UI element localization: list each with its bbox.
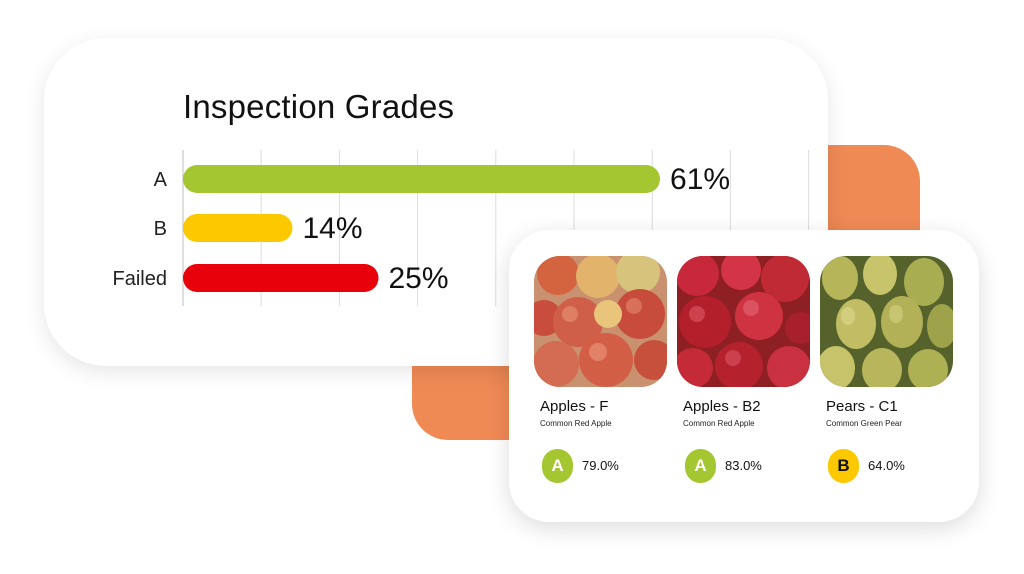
fruit-photo-red-apples [534, 256, 667, 387]
grade-badge: A [685, 449, 716, 483]
product-photo [820, 256, 953, 387]
chart-title: Inspection Grades [183, 88, 455, 125]
product-name: Apples - B2 [683, 398, 761, 415]
grade-score: 83.0% [725, 458, 762, 473]
product-photo [677, 256, 810, 387]
product-variety: Common Red Apple [683, 419, 755, 428]
grade-score: 79.0% [582, 458, 619, 473]
bar-value-label: 25% [389, 262, 449, 295]
product-photo [534, 256, 667, 387]
product-card[interactable]: Apples - B2 Common Red Apple A 83.0% [677, 256, 810, 483]
grade-badge: B [828, 449, 859, 483]
bar-b [183, 214, 293, 242]
category-label: Failed [113, 268, 167, 290]
grade-score: 64.0% [868, 458, 905, 473]
bar-a [183, 165, 661, 193]
products-card: Apples - F Common Red Apple A 79.0% [509, 230, 979, 522]
product-name: Apples - F [540, 398, 609, 415]
product-variety: Common Green Pear [826, 419, 903, 428]
category-label: B [154, 218, 167, 240]
product-name: Pears - C1 [826, 398, 898, 415]
category-label: A [154, 169, 168, 191]
product-card[interactable]: Pears - C1 Common Green Pear B 64.0% [820, 256, 953, 483]
fruit-photo-green-pears [820, 256, 953, 387]
grade-badge: A [542, 449, 573, 483]
fruit-photo-dark-red-apples [677, 256, 810, 387]
bar-failed [183, 264, 379, 292]
bar-value-label: 61% [670, 163, 730, 196]
inspection-grades-chart: A 61% B 14% Failed 25% [113, 150, 810, 306]
product-card[interactable]: Apples - F Common Red Apple A 79.0% [534, 256, 667, 483]
product-variety: Common Red Apple [540, 419, 612, 428]
bar-value-label: 14% [302, 212, 362, 245]
